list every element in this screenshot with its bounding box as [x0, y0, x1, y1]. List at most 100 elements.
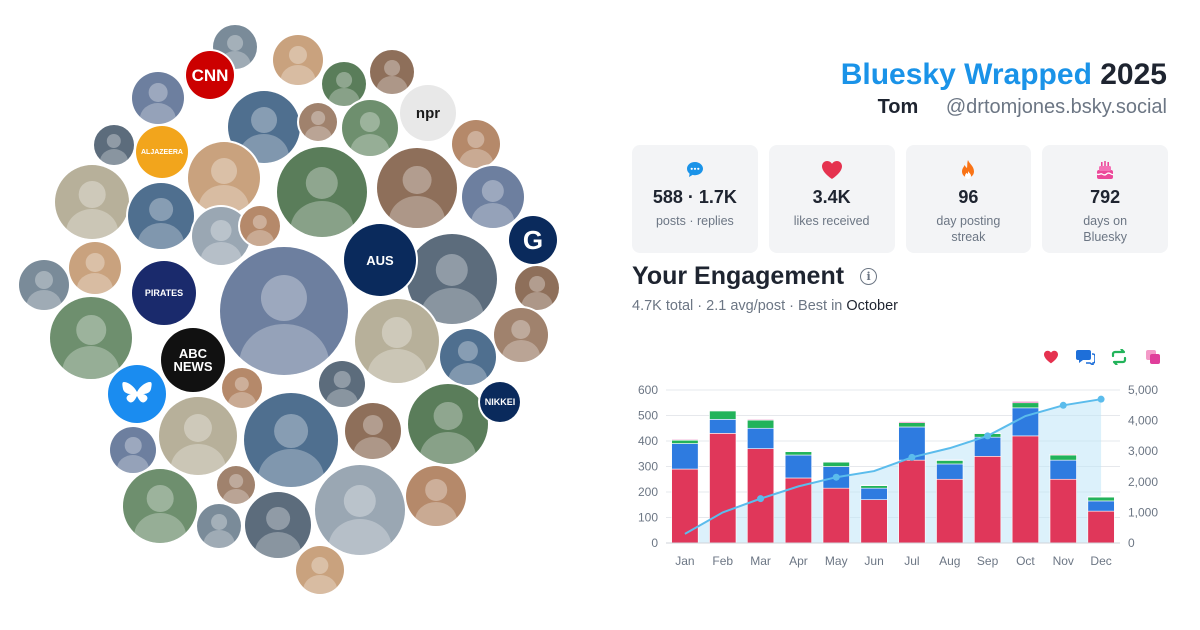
cumulative-point: [757, 495, 765, 503]
avatar[interactable]: [273, 35, 323, 85]
stat-label: days on Bluesky: [1083, 214, 1128, 244]
avatar-label: PIRATES: [144, 287, 184, 298]
avatar[interactable]: [322, 62, 366, 106]
bar-segment-likes: [1049, 478, 1077, 544]
butterfly-icon[interactable]: [108, 365, 166, 423]
avatar[interactable]: [299, 103, 337, 141]
x-tick-label: May: [825, 554, 848, 568]
avatar[interactable]: [315, 465, 405, 555]
bar-segment-likes: [784, 477, 812, 544]
avatar[interactable]: [440, 329, 496, 385]
avatar[interactable]: [197, 504, 241, 548]
y-tick-label-left: 200: [638, 485, 658, 499]
engagement-title: Your Engagement: [632, 262, 845, 290]
avatar-aljazeera[interactable]: ALJAZEERA: [136, 126, 188, 178]
avatar[interactable]: [244, 393, 338, 487]
avatar[interactable]: [123, 469, 197, 543]
y-tick-label-right: 2,000: [1128, 475, 1158, 489]
bar-segment-likes: [1011, 435, 1039, 544]
avatar[interactable]: [50, 297, 132, 379]
avatar[interactable]: [406, 466, 466, 526]
bar-segment-reposts: [898, 422, 926, 428]
avatar-label: ABC NEWS: [173, 346, 213, 374]
avatar[interactable]: [515, 266, 559, 310]
avatar[interactable]: [319, 361, 365, 407]
avatar[interactable]: [408, 384, 488, 464]
cumulative-point: [1059, 401, 1067, 409]
avatar[interactable]: [69, 242, 121, 294]
heart-icon: [821, 161, 842, 179]
engagement-heading: Your Engagement i: [632, 262, 878, 291]
avatar[interactable]: [217, 466, 255, 504]
avatar[interactable]: [377, 148, 457, 228]
avatar[interactable]: [220, 247, 348, 375]
avatar[interactable]: [452, 120, 500, 168]
avatar[interactable]: [222, 368, 262, 408]
avatar-label: ALJAZEERA: [140, 148, 183, 156]
bar-segment-likes: [936, 478, 964, 544]
avatar[interactable]: [188, 142, 260, 214]
avatar[interactable]: [240, 206, 280, 246]
bar-segment-replies: [974, 436, 1002, 457]
avatar[interactable]: [355, 299, 439, 383]
avatar-cnn[interactable]: CNN: [186, 51, 234, 99]
bar-segment-quotes: [936, 459, 964, 461]
display-name: Tom: [877, 96, 919, 118]
bar-segment-likes: [860, 499, 888, 544]
avatar-abc-news[interactable]: ABC NEWS: [161, 328, 225, 392]
avatar[interactable]: [192, 207, 250, 265]
stat-value: 3.4K: [812, 187, 851, 207]
bar-segment-reposts: [860, 485, 888, 489]
cumulative-point: [984, 432, 992, 440]
y-tick-label-right: 0: [1128, 536, 1135, 550]
best-month: October: [846, 298, 898, 314]
bar-segment-quotes: [898, 421, 926, 423]
reply-icon[interactable]: [1074, 348, 1096, 366]
avatar[interactable]: [370, 50, 414, 94]
engagement-summary-text: 4.7K total · 2.1 avg/post · Best in: [632, 298, 847, 314]
avatar[interactable]: [19, 260, 69, 310]
bar-segment-quotes: [860, 484, 888, 486]
user-identity: Tom @drtomjones.bsky.social: [878, 96, 1167, 119]
bar-segment-reposts: [784, 451, 812, 456]
x-tick-label: Mar: [750, 554, 771, 568]
avatar-label: G: [522, 225, 544, 255]
avatar-npr[interactable]: npr: [400, 85, 456, 141]
y-tick-label-left: 0: [651, 536, 658, 550]
avatar[interactable]: [94, 125, 134, 165]
avatar[interactable]: [277, 147, 367, 237]
avatar-aus[interactable]: AUS: [344, 224, 416, 296]
avatar-pirates[interactable]: PIRATES: [132, 261, 196, 325]
avatar[interactable]: [342, 100, 398, 156]
avatar[interactable]: [132, 72, 184, 124]
bar-segment-quotes: [784, 450, 812, 453]
user-handle: @drtomjones.bsky.social: [945, 96, 1167, 118]
avatar-nikkei[interactable]: NIKKEI: [480, 382, 520, 422]
bar-segment-likes: [671, 468, 699, 544]
avatar[interactable]: [128, 183, 194, 249]
stat-card-days: 792 days on Bluesky: [1042, 145, 1168, 253]
cumulative-point: [908, 453, 916, 461]
avatar[interactable]: [55, 165, 129, 239]
avatar-g[interactable]: G: [509, 216, 557, 264]
x-tick-label: Oct: [1016, 554, 1035, 568]
avatar[interactable]: [110, 427, 156, 473]
x-tick-label: Feb: [712, 554, 733, 568]
heart-icon[interactable]: [1040, 348, 1062, 366]
avatar[interactable]: [462, 166, 524, 228]
cake-icon: [1096, 161, 1114, 179]
info-icon[interactable]: i: [860, 268, 878, 285]
avatar[interactable]: [245, 492, 311, 558]
bar-segment-replies: [860, 487, 888, 500]
avatar[interactable]: [159, 397, 237, 475]
quote-icon[interactable]: [1142, 348, 1164, 366]
avatar[interactable]: [345, 403, 401, 459]
cumulative-line: [684, 398, 1102, 535]
avatar[interactable]: [296, 546, 344, 594]
avatar-cloud: CNN npr AUS G ABC NEWS NIKKEI PIRATES ALJAZEERA: [19, 25, 559, 594]
avatar[interactable]: [494, 308, 548, 362]
repost-icon[interactable]: [1108, 348, 1130, 366]
bar-segment-replies: [1087, 500, 1115, 512]
avatar-label: npr: [415, 104, 441, 122]
x-tick-label: Jun: [864, 554, 883, 568]
